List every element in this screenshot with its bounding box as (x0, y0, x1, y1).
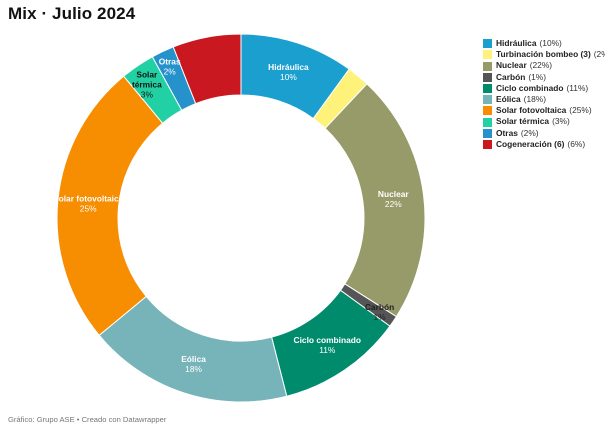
slice-label-otras: Otras 2% (159, 56, 181, 76)
legend-swatch (483, 83, 492, 93)
legend-percent: (10%) (539, 38, 562, 48)
legend-percent: (18%) (523, 94, 547, 105)
legend-label: Cogeneración (6) (496, 138, 565, 149)
legend-item-eolica[interactable]: Eólica (18%) (483, 94, 605, 105)
slice-cogeneracion-6[interactable] (172, 33, 242, 105)
legend-item-hidraulica[interactable]: Hidráulica (10%) (483, 38, 605, 49)
legend-percent: (2%) (520, 127, 539, 138)
slice-label-hidraulica: Hidráulica 10% (268, 62, 309, 82)
legend-item-cogeneracion-6[interactable]: Cogeneración (6) (6%) (483, 139, 605, 150)
legend-swatch (483, 128, 492, 138)
slice-nuclear[interactable] (324, 83, 426, 318)
legend-item-carbon[interactable]: Carbón (1%) (483, 72, 605, 83)
legend-item-otras[interactable]: Otras (2%) (483, 128, 605, 139)
legend-label: Hidráulica (496, 38, 537, 48)
slice-label-nuclear: Nuclear 22% (378, 189, 409, 209)
legend-label: Nuclear (496, 60, 527, 71)
chart-footer: Gráfico: Grupo ASE • Creado con Datawrap… (8, 415, 167, 424)
legend-item-turbinacion-bombeo-3[interactable]: Turbinación bombeo (3)(2%) (483, 49, 605, 60)
slice-label-solar-fotovoltaica: Solar fotovoltaica 25% (53, 194, 124, 214)
legend-label: Carbón (496, 71, 526, 82)
legend-label: Solar fotovoltaica (496, 105, 567, 116)
legend-swatch (483, 95, 492, 105)
legend-percent: (22%) (529, 60, 553, 71)
legend-item-ciclo-combinado[interactable]: Ciclo combinado (11%) (483, 83, 605, 94)
legend-swatch (483, 50, 492, 60)
legend-label: Turbinación bombeo (3) (496, 49, 591, 60)
legend-swatch (483, 139, 492, 149)
legend-percent: (3%) (552, 116, 570, 127)
donut-slices (56, 33, 426, 403)
legend-swatch (483, 106, 492, 116)
donut-labels: Hidráulica 10% Nuclear 22% Carbón 1%Ciclo com… (53, 56, 409, 374)
slice-label-carbon: Carbón 1% (365, 302, 394, 322)
legend-label: Ciclo combinado (496, 82, 564, 93)
legend-swatch (483, 61, 492, 71)
legend-percent: (11%) (566, 82, 589, 93)
slice-solar-fotovoltaica[interactable] (56, 75, 164, 336)
legend-item-solar-termica[interactable]: Solar térmica (3%) (483, 116, 605, 127)
legend-item-nuclear[interactable]: Nuclear (22%) (483, 60, 605, 71)
chart-title: Mix · Julio 2024 (8, 4, 136, 23)
legend-percent: (1%) (528, 71, 546, 82)
legend-percent: (25%) (569, 105, 592, 116)
legend-item-solar-fotovoltaica[interactable]: Solar fotovoltaica (25%) (483, 105, 605, 116)
legend-swatch (483, 39, 492, 49)
legend-percent: (6%) (567, 138, 586, 149)
legend-swatch (483, 72, 492, 82)
legend-percent: (2%) (593, 49, 605, 60)
legend-label: Otras (496, 127, 518, 138)
slice-label-ciclo-combinado: Ciclo combinado 11% (294, 335, 361, 355)
slice-label-eolica: Eólica 18% (181, 354, 206, 374)
legend-label: Eólica (496, 94, 521, 105)
slice-label-solar-termica: Solar térmica 3% (132, 69, 162, 99)
chart-legend: Hidráulica(10%)Turbinación bombeo (3)(2%… (483, 38, 605, 150)
legend-swatch (483, 117, 492, 127)
legend-label: Solar térmica (496, 116, 550, 127)
